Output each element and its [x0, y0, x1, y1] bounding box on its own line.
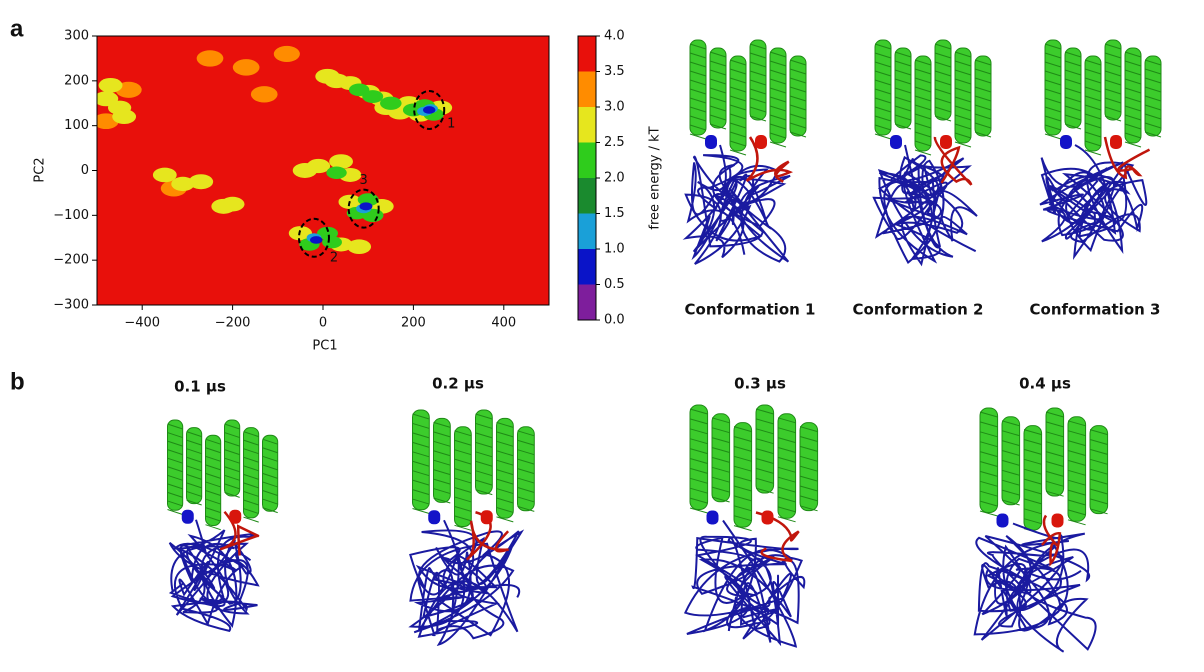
heatmap-cell	[274, 46, 300, 62]
coil	[1040, 145, 1146, 256]
panel-label: b	[10, 368, 25, 395]
minimum-label: 1	[447, 116, 455, 131]
x-tick-label: 0	[319, 316, 327, 331]
x-tick-label: 200	[401, 316, 426, 331]
colorbar-tick-label: 0.5	[604, 277, 625, 292]
colorbar-band	[578, 143, 596, 179]
colorbar-tick-label: 1.0	[604, 242, 625, 257]
red-helix	[940, 135, 952, 149]
red-helix	[762, 511, 774, 525]
y-tick-label: −300	[53, 298, 89, 313]
blue-helix	[997, 514, 1009, 528]
colorbar-label: free energy / kT	[648, 126, 663, 229]
protein-structure	[1040, 40, 1161, 256]
red-helix	[481, 510, 493, 524]
colorbar-tick-label: 4.0	[604, 29, 625, 44]
coil	[975, 524, 1096, 652]
conformation-label: Conformation 1	[685, 301, 816, 319]
colorbar-tick-label: 2.0	[604, 171, 625, 186]
time-label: 0.1 μs	[174, 378, 226, 396]
colorbar-tick-label: 2.5	[604, 135, 625, 150]
helix	[778, 414, 796, 519]
heatmap-cell	[326, 166, 346, 179]
heatmap-cell	[108, 101, 131, 115]
colorbar-band	[578, 72, 596, 108]
y-tick-label: −200	[53, 253, 89, 268]
heatmap-cell	[197, 50, 224, 66]
red-helix	[229, 510, 241, 524]
colorbar-band	[578, 249, 596, 285]
helix	[690, 405, 708, 510]
blue-helix	[707, 511, 719, 525]
protein-structure	[686, 40, 806, 264]
time-label: 0.2 μs	[432, 375, 484, 393]
red-helix	[755, 135, 767, 149]
coil	[410, 520, 521, 644]
heatmap-cell	[233, 59, 260, 75]
conformation-label: Conformation 2	[853, 301, 984, 319]
x-tick-label: 400	[491, 316, 516, 331]
helix	[455, 427, 472, 527]
y-tick-label: 200	[64, 73, 89, 88]
linker	[747, 137, 790, 182]
colorbar-tick-label: 1.5	[604, 206, 625, 221]
heatmap-cell	[310, 236, 322, 244]
y-axis-label: PC2	[33, 157, 48, 182]
x-tick-label: −400	[124, 316, 160, 331]
y-tick-label: 0	[81, 163, 89, 178]
heatmap-cell	[171, 177, 194, 191]
y-tick-label: −100	[53, 208, 89, 223]
blue-helix	[890, 135, 902, 149]
blue-helix	[428, 510, 440, 524]
blue-helix	[182, 510, 194, 524]
x-tick-label: −200	[215, 316, 251, 331]
heatmap-cell	[322, 236, 342, 248]
colorbar-band	[578, 107, 596, 143]
helix	[497, 418, 514, 518]
blue-helix	[1060, 135, 1072, 149]
colorbar-band	[578, 36, 596, 72]
y-tick-label: 300	[64, 29, 89, 44]
protein-structure	[410, 410, 534, 644]
heatmap-cell	[307, 159, 330, 173]
coil	[170, 520, 258, 631]
colorbar-band	[578, 214, 596, 250]
time-label: 0.4 μs	[1019, 375, 1071, 393]
colorbar-tick-label: 3.5	[604, 64, 625, 79]
heatmap-cell	[221, 197, 245, 212]
heatmap-cell	[349, 84, 369, 97]
heatmap-cell	[329, 154, 353, 169]
red-helix	[1052, 514, 1064, 528]
red-helix	[1110, 135, 1122, 149]
heatmap-cell	[99, 78, 123, 93]
helix	[980, 408, 998, 513]
coil	[686, 145, 790, 264]
minimum-label: 3	[360, 173, 368, 188]
coil	[874, 145, 977, 264]
helix	[1068, 417, 1086, 522]
protein-structure	[874, 40, 991, 264]
panel-label: a	[10, 15, 24, 42]
minimum-label: 2	[330, 250, 338, 265]
figure: a b PC1 PC2 free energy / kT Conformatio…	[0, 0, 1204, 668]
y-tick-label: 100	[64, 118, 89, 133]
heatmap-cell	[380, 97, 402, 110]
colorbar-band	[578, 178, 596, 214]
colorbar-tick-label: 0.0	[604, 313, 625, 328]
blue-helix	[705, 135, 717, 149]
heatmap-cell	[423, 106, 435, 114]
x-axis-label: PC1	[312, 339, 337, 354]
colorbar-band	[578, 285, 596, 321]
conformation-label: Conformation 3	[1030, 301, 1161, 319]
protein-structure	[168, 420, 278, 631]
helix	[1024, 426, 1042, 530]
colorbar-tick-label: 3.0	[604, 100, 625, 115]
heatmap-cell	[359, 202, 372, 210]
helix	[734, 423, 752, 527]
time-label: 0.3 μs	[734, 375, 786, 393]
protein-structure	[975, 408, 1108, 652]
protein-structure	[685, 405, 817, 646]
heatmap-cell	[251, 86, 278, 102]
helix	[413, 410, 430, 510]
